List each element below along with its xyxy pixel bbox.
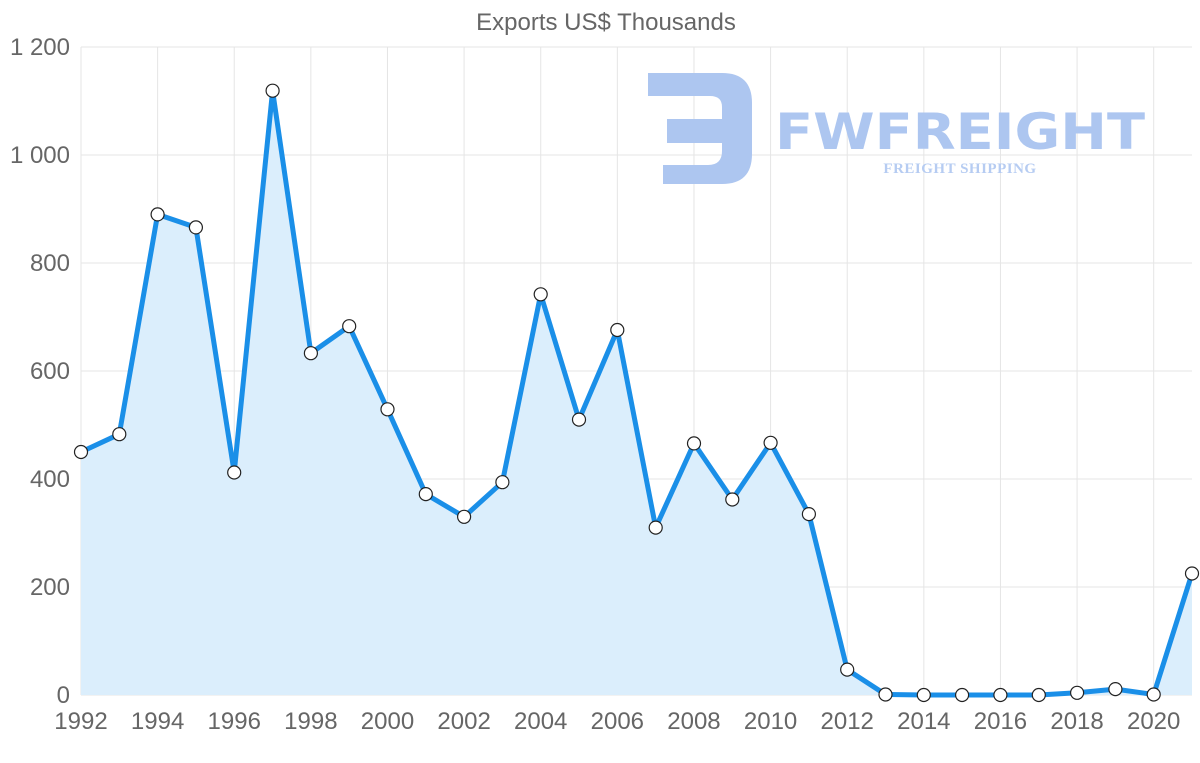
- data-point: [73, 444, 89, 460]
- data-point: [725, 492, 740, 507]
- x-tick-label: 2014: [897, 708, 950, 735]
- data-point: [188, 220, 203, 235]
- series-area: [81, 90, 1192, 695]
- data-point: [1031, 687, 1046, 703]
- y-axis-ticks: 0 200 400 600 800 1 000 1 200: [10, 34, 70, 709]
- y-tick-label: 0: [57, 682, 70, 709]
- data-point: [418, 487, 433, 502]
- x-tick-label: 2000: [361, 708, 414, 735]
- x-tick-label: 2002: [437, 708, 490, 735]
- watermark: FWFREIGHT FREIGHT SHIPPING: [648, 73, 1145, 184]
- x-tick-label: 2004: [514, 708, 567, 735]
- x-tick-label: 2006: [591, 708, 644, 735]
- x-tick-label: 2020: [1127, 708, 1180, 735]
- y-tick-label: 200: [30, 574, 70, 601]
- data-point: [993, 687, 1008, 703]
- x-tick-label: 2018: [1050, 708, 1103, 735]
- data-point: [303, 346, 318, 361]
- data-point: [916, 687, 931, 703]
- data-point: [763, 435, 778, 450]
- y-tick-label: 400: [30, 466, 70, 493]
- y-tick-label: 1 200: [10, 34, 70, 61]
- data-point: [571, 412, 587, 427]
- y-tick-label: 800: [30, 250, 70, 277]
- y-tick-label: 1 000: [10, 142, 70, 169]
- data-point: [495, 475, 510, 490]
- x-tick-label: 2016: [974, 708, 1027, 735]
- data-point: [840, 662, 855, 677]
- x-axis-ticks: 1992 1994 1996 1998 2000 2002 2004 2006 2008 2010…: [54, 708, 1180, 735]
- x-tick-label: 1994: [131, 708, 184, 735]
- data-point: [1069, 685, 1085, 700]
- data-point: [112, 427, 127, 442]
- series-area-layer: [81, 90, 1192, 695]
- data-point: [1146, 687, 1161, 702]
- data-point: [1108, 681, 1123, 697]
- x-tick-label: 2008: [667, 708, 720, 735]
- data-point: [265, 83, 280, 98]
- data-point: [150, 207, 165, 222]
- y-tick-label: 600: [30, 358, 70, 385]
- data-point: [533, 287, 548, 302]
- data-point: [801, 506, 817, 522]
- fw-logo-icon: [648, 73, 752, 184]
- data-point: [342, 319, 357, 334]
- watermark-brand: FWFREIGHT: [775, 103, 1145, 161]
- data-point: [648, 520, 663, 535]
- data-point: [610, 322, 625, 338]
- x-tick-label: 2010: [744, 708, 797, 735]
- chart-title: Exports US$ Thousands: [476, 9, 736, 36]
- x-tick-label: 2012: [821, 708, 874, 735]
- data-point: [878, 687, 893, 702]
- x-tick-label: 1996: [208, 708, 261, 735]
- data-point: [686, 436, 702, 451]
- data-points: [73, 83, 1200, 703]
- x-tick-label: 1998: [284, 708, 337, 735]
- watermark-tagline: FREIGHT SHIPPING: [883, 161, 1036, 177]
- data-point: [457, 509, 472, 524]
- x-tick-label: 1992: [54, 708, 107, 735]
- data-point: [380, 402, 395, 417]
- data-point: [1184, 566, 1200, 581]
- data-point: [227, 465, 242, 480]
- data-point: [954, 687, 970, 703]
